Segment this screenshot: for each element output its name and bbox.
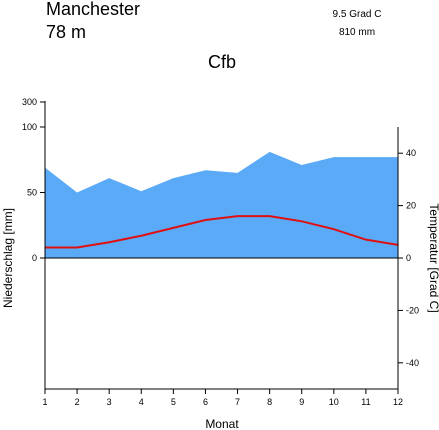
y-right-tick-label: 20 xyxy=(406,201,416,211)
y-right-tick-label: -20 xyxy=(406,305,419,315)
station-elevation: 78 m xyxy=(46,22,86,42)
x-tick-label: 11 xyxy=(361,397,370,407)
y-right-tick-label: 0 xyxy=(406,253,411,263)
y-axis-right-label: Temperatur [Grad C] xyxy=(427,203,439,312)
x-tick-label: 12 xyxy=(393,397,403,407)
y-right-tick-label: -40 xyxy=(406,358,419,368)
y-axis-left-label: Niederschlag [mm] xyxy=(1,208,15,308)
annual-temperature: 9.5 Grad C xyxy=(333,9,382,20)
x-tick-label: 5 xyxy=(171,397,176,407)
x-tick-label: 3 xyxy=(107,397,112,407)
y-left-tick-label: 50 xyxy=(27,188,37,198)
precipitation-area xyxy=(45,151,398,258)
temperature-line xyxy=(45,215,399,249)
x-tick-label: 10 xyxy=(329,397,339,407)
y-left-tick-label: 300 xyxy=(22,97,37,107)
x-tick-label: 4 xyxy=(139,397,144,407)
annual-precipitation: 810 mm xyxy=(339,27,375,38)
climate-classification: Cfb xyxy=(208,52,236,72)
x-tick-label: 8 xyxy=(267,397,272,407)
x-tick-label: 9 xyxy=(299,397,304,407)
y-left-tick-label: 100 xyxy=(22,122,37,132)
x-tick-label: 2 xyxy=(75,397,80,407)
y-right-tick-label: 40 xyxy=(406,148,416,158)
station-name: Manchester xyxy=(46,0,140,19)
x-axis-label: Monat xyxy=(205,417,239,430)
x-tick-label: 7 xyxy=(235,397,240,407)
x-tick-label: 6 xyxy=(203,397,208,407)
y-left-tick-label: 0 xyxy=(32,253,37,263)
x-tick-label: 1 xyxy=(42,397,47,407)
